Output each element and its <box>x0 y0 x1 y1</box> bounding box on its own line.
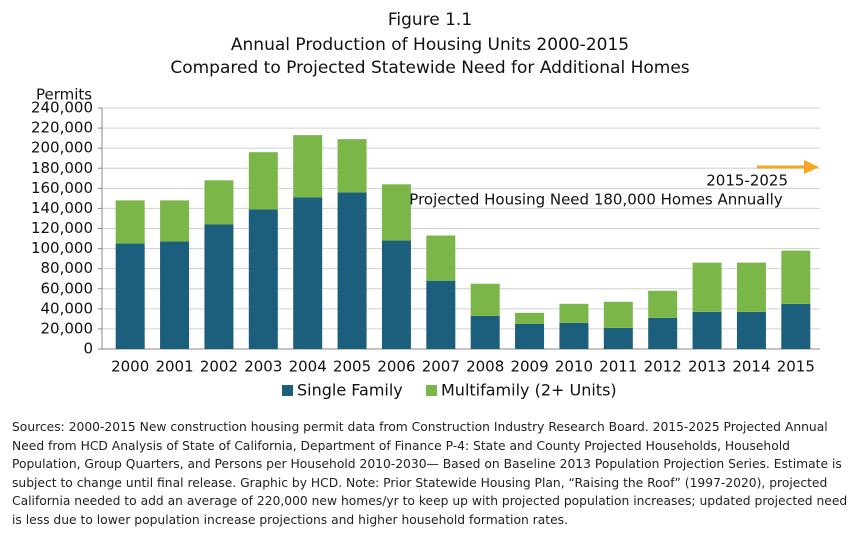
bar-segment <box>115 200 145 244</box>
bar-segment <box>470 283 500 316</box>
chart-subtitle: Annual Production of Housing Units 2000-… <box>231 35 629 55</box>
x-tick-label: 2012 <box>644 358 682 376</box>
bar-segment <box>293 197 323 349</box>
annotation: 2015-2025 <box>706 172 788 190</box>
y-tick-label: 80,000 <box>41 259 94 277</box>
bar-segment <box>470 315 500 349</box>
bar-segment <box>603 327 633 349</box>
y-tick-label: 40,000 <box>41 299 94 317</box>
y-tick-label: 200,000 <box>31 139 93 157</box>
bar-segment <box>559 303 589 323</box>
bar-segment <box>337 192 367 349</box>
bar-segment <box>515 312 545 324</box>
y-tick-label: 60,000 <box>41 279 94 297</box>
bar-segment <box>426 235 456 281</box>
legend-swatch <box>282 385 293 396</box>
bar-segment <box>248 209 278 349</box>
chart: Figure 1.1 Annual Production of Housing … <box>31 10 820 400</box>
y-tick-label: 100,000 <box>31 239 93 257</box>
chart-subtitle: Compared to Projected Statewide Need for… <box>170 58 689 78</box>
bar-segment <box>781 303 811 349</box>
bar-segment <box>381 184 411 241</box>
bar-segment <box>204 224 234 349</box>
x-tick-label: 2010 <box>555 358 593 376</box>
x-tick-label: 2000 <box>111 358 149 376</box>
bar-segment <box>337 139 367 193</box>
x-tick-label: 2009 <box>510 358 548 376</box>
bar-segment <box>115 243 145 349</box>
x-tick-label: 2007 <box>422 358 460 376</box>
y-tick-label: 180,000 <box>31 159 93 177</box>
y-axis-label: Permits <box>36 86 92 104</box>
bar-segment <box>293 135 323 198</box>
bar-segment <box>736 311 766 349</box>
y-tick-label: 220,000 <box>31 119 93 137</box>
bar-segment <box>781 250 811 304</box>
source-note: Sources: 2000-2015 New construction hous… <box>12 420 848 527</box>
y-tick-label: 0 <box>83 340 93 358</box>
x-tick-label: 2006 <box>377 358 415 376</box>
bar-segment <box>515 323 545 349</box>
y-tick-label: 140,000 <box>31 199 93 217</box>
y-tick-label: 160,000 <box>31 179 93 197</box>
bar-segment <box>648 317 678 349</box>
annotation: Projected Housing Need 180,000 Homes Ann… <box>409 191 783 209</box>
bar-segment <box>648 290 678 318</box>
x-tick-label: 2004 <box>289 358 327 376</box>
x-tick-label: 2002 <box>200 358 238 376</box>
chart-title: Figure 1.1 <box>388 10 472 30</box>
bar-segment <box>426 280 456 349</box>
x-tick-label: 2003 <box>244 358 282 376</box>
bar-segment <box>204 180 234 225</box>
arrow-head <box>804 160 819 174</box>
bar-segment <box>736 262 766 312</box>
bar-segment <box>381 240 411 349</box>
bar-segment <box>160 200 190 242</box>
legend-label: Single Family <box>297 381 403 400</box>
bar-segment <box>160 241 190 349</box>
bar-segment <box>692 262 722 312</box>
x-tick-label: 2014 <box>732 358 770 376</box>
x-tick-label: 2005 <box>333 358 371 376</box>
legend-label: Multifamily (2+ Units) <box>441 381 617 400</box>
y-tick-label: 120,000 <box>31 219 93 237</box>
x-tick-label: 2011 <box>599 358 637 376</box>
y-tick-label: 20,000 <box>41 319 94 337</box>
legend-swatch <box>426 385 437 396</box>
bar-segment <box>603 301 633 328</box>
y-tick-label: 240,000 <box>31 99 93 117</box>
x-tick-label: 2015 <box>777 358 815 376</box>
x-tick-label: 2008 <box>466 358 504 376</box>
bar-segment <box>559 322 589 349</box>
bar-segment <box>248 152 278 210</box>
x-tick-label: 2001 <box>155 358 193 376</box>
bar-segment <box>692 311 722 349</box>
x-tick-label: 2013 <box>688 358 726 376</box>
